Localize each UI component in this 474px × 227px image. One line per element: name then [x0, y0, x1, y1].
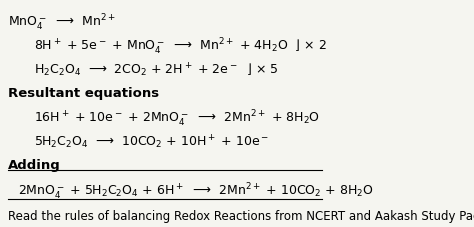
Text: H$_2$C$_2$O$_4$  ⟶  2CO$_2$ + 2H$^+$ + 2e$^-$  $\rfloor$ × 5: H$_2$C$_2$O$_4$ ⟶ 2CO$_2$ + 2H$^+$ + 2e$…: [34, 62, 279, 79]
Text: Resultant equations: Resultant equations: [8, 86, 159, 99]
Text: 2MnO$_4^-$ + 5H$_2$C$_2$O$_4$ + 6H$^+$  ⟶  2Mn$^{2+}$ + 10CO$_2$ + 8H$_2$O: 2MnO$_4^-$ + 5H$_2$C$_2$O$_4$ + 6H$^+$ ⟶…: [18, 181, 374, 201]
Text: 5H$_2$C$_2$O$_4$  ⟶  10CO$_2$ + 10H$^+$ + 10e$^-$: 5H$_2$C$_2$O$_4$ ⟶ 10CO$_2$ + 10H$^+$ + …: [34, 133, 269, 151]
Text: 8H$^+$ + 5e$^-$ + MnO$_4^-$  ⟶  Mn$^{2+}$ + 4H$_2$O  $\rfloor$ × 2: 8H$^+$ + 5e$^-$ + MnO$_4^-$ ⟶ Mn$^{2+}$ …: [34, 37, 327, 57]
Text: MnO$_4^-$  ⟶  Mn$^{2+}$: MnO$_4^-$ ⟶ Mn$^{2+}$: [8, 12, 116, 32]
Text: 16H$^+$ + 10e$^-$ + 2MnO$_4^-$  ⟶  2Mn$^{2+}$ + 8H$_2$O: 16H$^+$ + 10e$^-$ + 2MnO$_4^-$ ⟶ 2Mn$^{2…: [34, 109, 320, 129]
Text: Adding: Adding: [8, 158, 61, 171]
Text: Read the rules of balancing Redox Reactions from NCERT and Aakash Study Package.: Read the rules of balancing Redox Reacti…: [8, 209, 474, 222]
